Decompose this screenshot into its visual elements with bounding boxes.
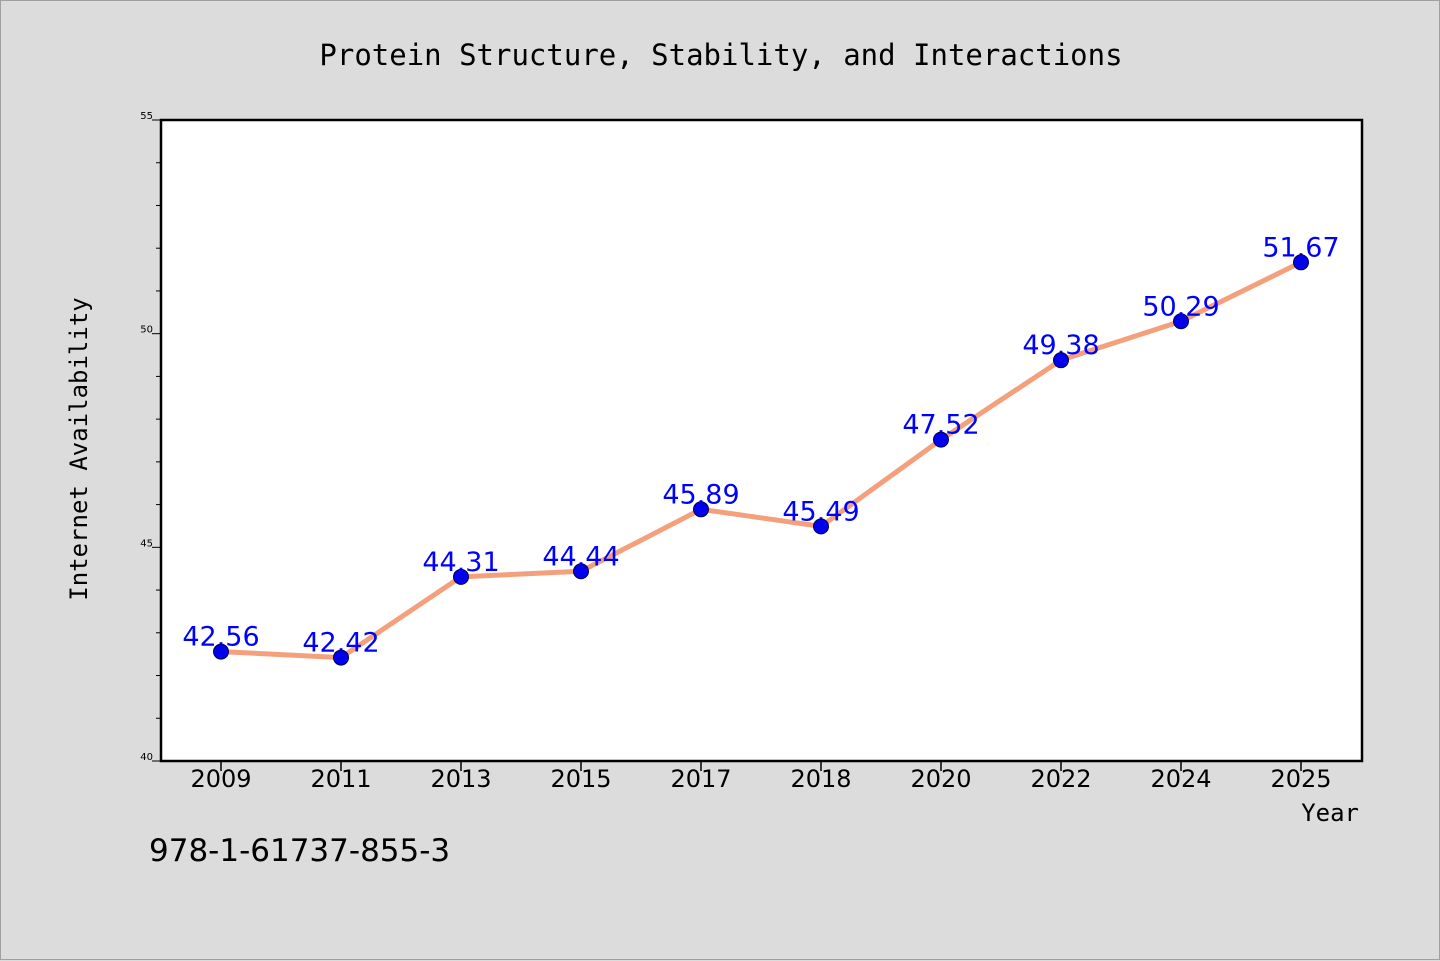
x-tick-label: 2025 <box>1270 765 1331 793</box>
x-tick-label: 2022 <box>1030 765 1091 793</box>
chart-title: Protein Structure, Stability, and Intera… <box>319 38 1122 72</box>
data-point <box>213 643 229 660</box>
y-tick-label: 50 <box>140 325 153 336</box>
plot-area <box>159 118 1364 763</box>
y-axis: 40 45 50 55 <box>140 111 161 763</box>
x-tick-label: 2009 <box>190 765 251 793</box>
data-point <box>453 568 469 585</box>
y-tick-label: 45 <box>140 538 153 549</box>
x-tick-label: 2013 <box>430 765 491 793</box>
data-point <box>1053 352 1069 369</box>
y-tick-label: 55 <box>140 111 153 122</box>
series-line <box>218 259 1304 661</box>
data-point <box>693 501 709 518</box>
x-tick-label: 2024 <box>1150 765 1211 793</box>
data-point <box>1293 254 1309 271</box>
data-point <box>933 431 949 448</box>
x-tick-label: 2020 <box>910 765 971 793</box>
y-tick-label: 40 <box>140 752 153 763</box>
x-tick-label: 2017 <box>670 765 731 793</box>
x-tick-label: 2018 <box>790 765 851 793</box>
y-axis-label: Internet Availability <box>65 297 93 600</box>
x-axis: 2009 2011 2013 2015 2017 2018 2020 2022 2024 2025 <box>190 761 1332 793</box>
x-axis-label: Year <box>1301 799 1359 827</box>
data-point <box>333 649 349 666</box>
x-tick-label: 2015 <box>550 765 611 793</box>
isbn-text: 978-1-61737-855-3 <box>149 833 451 869</box>
data-point <box>813 518 829 535</box>
data-point <box>1173 313 1189 330</box>
data-point <box>573 563 589 580</box>
x-tick-label: 2011 <box>310 765 371 793</box>
